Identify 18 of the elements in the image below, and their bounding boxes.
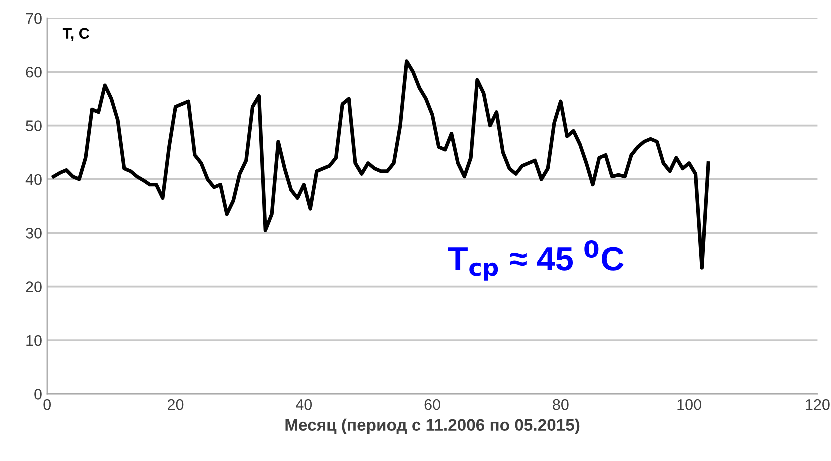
x-tick-label: 120: [806, 399, 830, 410]
y-tick-label: 70: [26, 13, 42, 24]
x-tick-label: 20: [168, 399, 184, 410]
y-tick-label: 10: [26, 335, 42, 346]
x-tick-label: 60: [424, 399, 440, 410]
x-axis-title: Месяц (период с 11.2006 по 05.2015): [286, 418, 580, 434]
y-tick-label: 40: [26, 174, 42, 186]
x-tick-label: 40: [296, 399, 312, 410]
y-tick-label: 30: [26, 228, 42, 239]
y-tick-label: 0: [34, 389, 42, 400]
y-axis-title: T, C: [62, 28, 90, 42]
x-tick-label: 0: [44, 399, 52, 410]
y-tick-label: 50: [26, 120, 42, 132]
y-tick-label: 20: [26, 282, 42, 292]
x-tick-label: 100: [678, 399, 702, 410]
annotation: T$_{cp}$ ≈ 45 $^{0}$C: [448, 240, 624, 281]
x-tick-label: 80: [553, 399, 569, 410]
y-tick-label: 60: [26, 66, 42, 78]
